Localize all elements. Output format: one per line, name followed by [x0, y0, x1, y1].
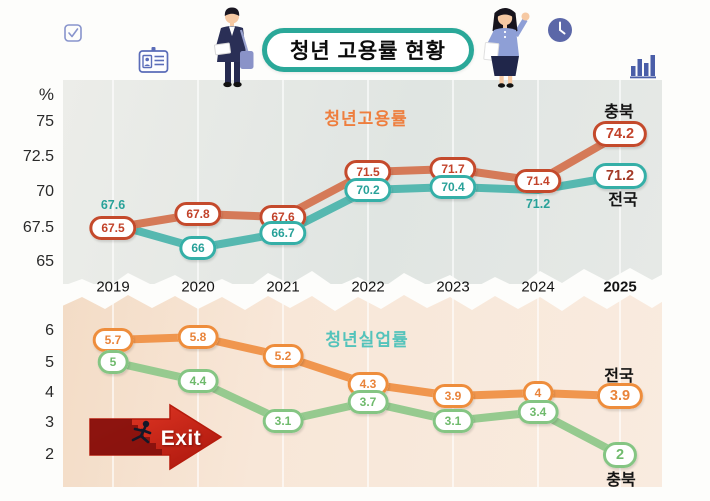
- y-tick: 2: [45, 446, 54, 463]
- exit-label: Exit: [160, 427, 202, 450]
- y-tick: 65: [36, 253, 54, 270]
- unemployment-chungbuk-label: 충북: [606, 472, 636, 489]
- data-label-pill-highlight: 3.9: [596, 382, 644, 409]
- employment-chart-title: 청년고용률: [324, 109, 408, 129]
- data-label-text: 71.2: [525, 197, 551, 211]
- checkbox-icon: [64, 24, 83, 48]
- y-axis-unit: %: [38, 85, 54, 104]
- data-label-pill: 4.4: [177, 369, 219, 393]
- y-tick: 5: [45, 354, 54, 371]
- unemployment-chart-title: 청년실업률: [325, 330, 409, 350]
- x-tick-2020: 2020: [181, 278, 215, 296]
- businesswoman-illustration: [477, 4, 537, 93]
- gridline: [112, 80, 114, 284]
- y-tick: 4: [45, 384, 54, 401]
- clock-icon: [547, 17, 573, 48]
- id-card-icon: [138, 47, 169, 79]
- bar-chart-icon: [630, 50, 658, 85]
- data-label-pill: 3.1: [432, 409, 474, 433]
- data-label-pill: 67.8: [174, 202, 222, 226]
- exit-arrow-graphic: [89, 403, 223, 471]
- x-tick-2021: 2021: [266, 278, 300, 296]
- data-label-pill: 3.7: [347, 390, 389, 414]
- exit-banner: Exit: [88, 403, 223, 476]
- data-label-pill: 5.8: [177, 325, 219, 349]
- y-tick: 75: [36, 113, 54, 130]
- y-tick: 3: [45, 414, 54, 431]
- page-title: 청년 고용률 현황: [262, 28, 474, 72]
- data-label-pill-highlight: 71.2: [592, 162, 648, 189]
- data-label-pill: 3.9: [432, 384, 474, 408]
- employment-national-label: 전국: [608, 192, 638, 209]
- data-label-pill: 67.5: [89, 216, 137, 240]
- data-label-pill: 3.1: [262, 409, 304, 433]
- data-label-pill: 3.4: [517, 400, 559, 424]
- x-tick-2023: 2023: [436, 278, 470, 296]
- y-tick: 6: [45, 322, 54, 339]
- data-label-pill: 70.4: [429, 175, 477, 199]
- x-tick-2019: 2019: [96, 278, 130, 296]
- data-label-pill: 5.7: [92, 328, 134, 352]
- data-label-pill: 71.4: [514, 169, 562, 193]
- data-label-pill: 5: [97, 350, 129, 374]
- x-tick-2022: 2022: [351, 278, 385, 296]
- employment-chungbuk-label: 충북: [604, 104, 634, 121]
- data-label-pill: 66.7: [259, 221, 307, 245]
- data-label-pill: 70.2: [344, 178, 392, 202]
- y-tick: 67.5: [22, 219, 54, 236]
- y-tick: 70: [36, 183, 54, 200]
- gridline: [282, 80, 284, 284]
- data-label-pill-highlight: 2: [602, 441, 638, 468]
- data-label-text: 67.6: [100, 198, 126, 212]
- data-label-pill-highlight: 74.2: [592, 120, 648, 147]
- data-label-pill: 66: [179, 236, 217, 260]
- data-label-pill: 5.2: [262, 344, 304, 368]
- x-tick-2024: 2024: [521, 278, 555, 296]
- x-tick-2025: 2025: [603, 278, 637, 296]
- gridline: [282, 294, 284, 487]
- businessman-illustration: [206, 4, 258, 93]
- y-tick: 72.5: [22, 148, 54, 165]
